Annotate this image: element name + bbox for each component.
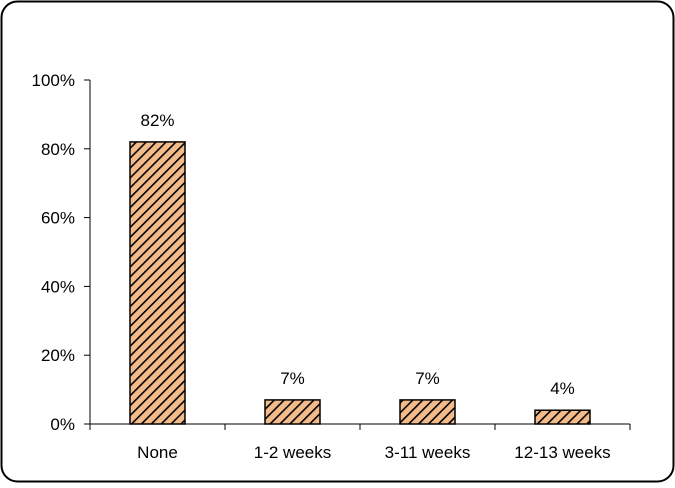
bar-none: [129, 141, 186, 425]
x-tick-label: 1-2 weeks: [254, 443, 331, 462]
data-label: 7%: [280, 369, 305, 388]
plot-area: 0% 20% 40% 60% 80% 100% 82% None 7% 1-2 weeks 7% 3-…: [32, 71, 631, 462]
y-tick-label: 60%: [41, 209, 75, 228]
bar-3-11-weeks: [399, 399, 456, 425]
bar-12-13-weeks: [534, 409, 591, 425]
y-tick-label: 20%: [41, 346, 75, 365]
x-tick-label: None: [137, 443, 178, 462]
y-tick-label: 80%: [41, 140, 75, 159]
y-tick-label: 40%: [41, 277, 75, 296]
data-label: 4%: [550, 379, 575, 398]
x-tick-label: 12-13 weeks: [514, 443, 610, 462]
bar-1-2-weeks: [264, 399, 321, 425]
x-tick-label: 3-11 weeks: [385, 443, 471, 462]
y-tick-label: 100%: [32, 71, 75, 90]
data-label: 82%: [140, 111, 174, 130]
y-tick-label: 0%: [50, 415, 75, 434]
data-label: 7%: [415, 369, 440, 388]
